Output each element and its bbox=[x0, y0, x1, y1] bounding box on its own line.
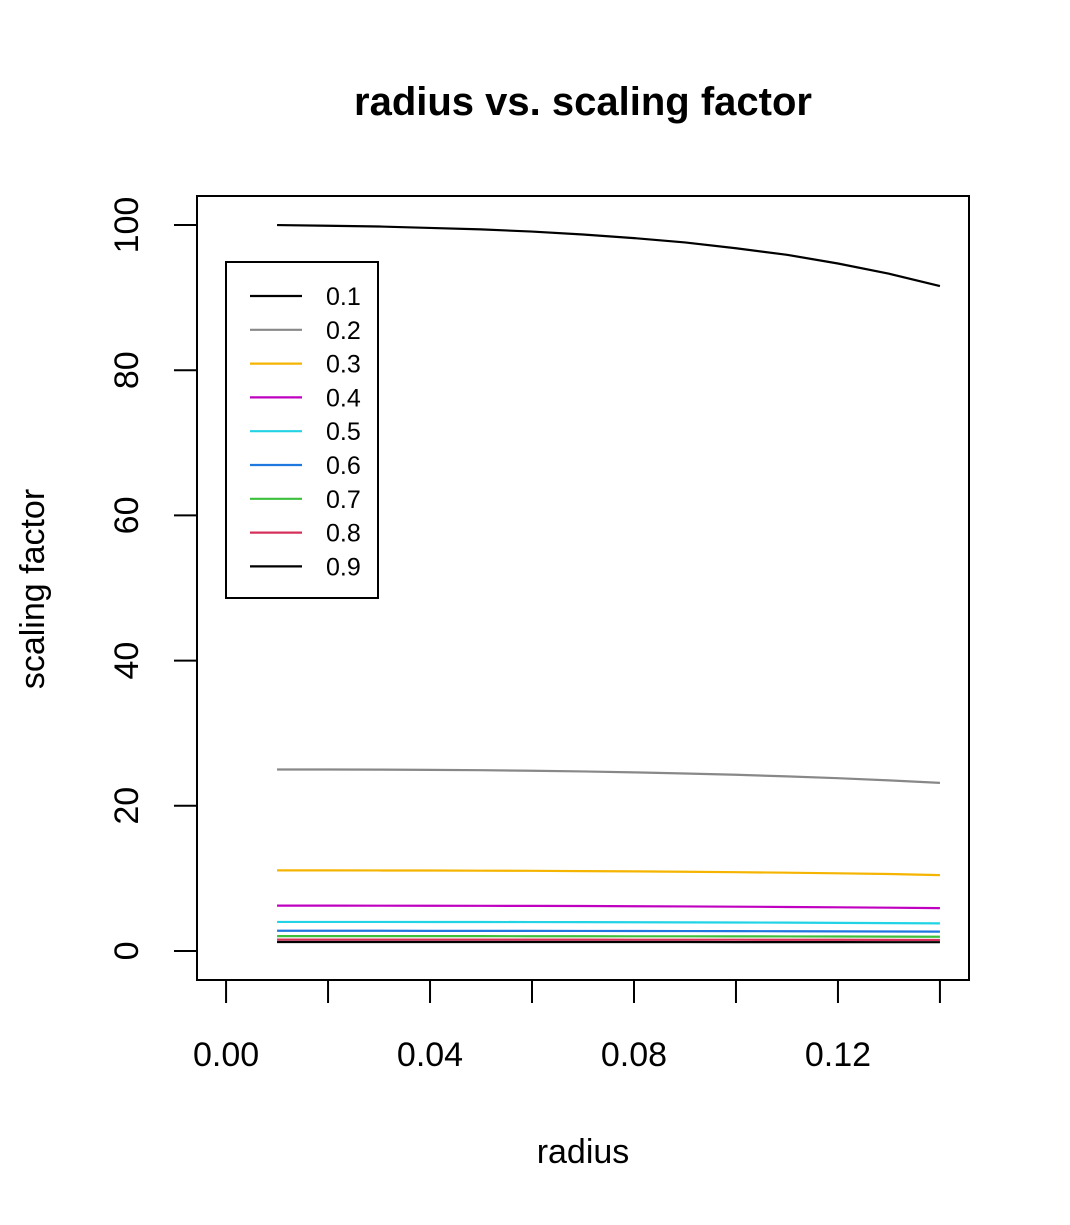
legend-label: 0.3 bbox=[326, 351, 361, 379]
series-line-0.5 bbox=[277, 920, 940, 925]
series-line-0.4 bbox=[277, 904, 940, 910]
x-tick-label: 0.12 bbox=[805, 1036, 871, 1074]
y-tick-label: 40 bbox=[108, 642, 146, 680]
y-axis: 0 20 40 60 80 100 bbox=[108, 197, 198, 961]
x-axis: 0.00 0.04 0.08 0.12 bbox=[193, 979, 941, 1074]
series-line-0.1 bbox=[277, 223, 941, 288]
x-tick-label: 0.00 bbox=[193, 1036, 259, 1074]
legend-label: 0.9 bbox=[326, 553, 361, 581]
legend-label: 0.2 bbox=[326, 317, 361, 345]
series-line-0.2 bbox=[277, 768, 940, 785]
legend-label: 0.8 bbox=[326, 520, 361, 548]
y-tick-label: 20 bbox=[108, 787, 146, 825]
series-layer bbox=[277, 223, 941, 944]
legend-label: 0.7 bbox=[326, 486, 361, 514]
y-tick-label: 100 bbox=[108, 197, 146, 254]
x-axis-label: radius bbox=[537, 1133, 630, 1171]
legend: 0.1 0.2 0.3 0.4 0.5 0.6 0.7 0.8 0.9 bbox=[225, 261, 379, 599]
x-tick-label: 0.08 bbox=[601, 1036, 667, 1074]
legend-label: 0.5 bbox=[326, 418, 361, 446]
y-axis-label: scaling factor bbox=[14, 489, 52, 689]
chart-title: radius vs. scaling factor bbox=[354, 80, 812, 124]
legend-box bbox=[225, 261, 379, 599]
series-line-0.7 bbox=[277, 935, 940, 938]
series-line-0.3 bbox=[277, 869, 940, 877]
legend-label: 0.6 bbox=[326, 452, 361, 480]
y-tick-label: 60 bbox=[108, 496, 146, 534]
y-tick-label: 0 bbox=[108, 942, 146, 961]
legend-label: 0.4 bbox=[326, 384, 361, 412]
legend-label: 0.1 bbox=[326, 283, 361, 311]
y-tick-label: 80 bbox=[108, 351, 146, 389]
x-tick-label: 0.04 bbox=[397, 1036, 463, 1074]
series-line-0.6 bbox=[277, 929, 940, 933]
